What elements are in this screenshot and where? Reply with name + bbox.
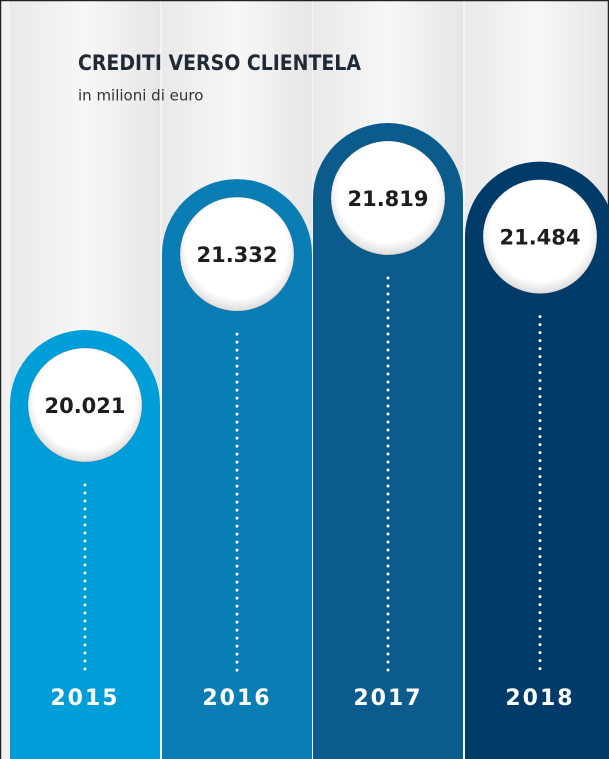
- value-circle: [482, 179, 598, 295]
- bar: [465, 161, 609, 759]
- value-circle: [179, 196, 295, 312]
- value-label: 20.021: [44, 394, 125, 418]
- bar: [313, 123, 463, 759]
- value-label: 21.484: [499, 226, 580, 250]
- value-label: 21.819: [347, 187, 428, 211]
- chart-title: CREDITI VERSO CLIENTELA: [78, 51, 361, 75]
- x-tick-label: 2015: [50, 686, 119, 711]
- x-tick-label: 2018: [505, 686, 574, 711]
- value-label: 21.332: [196, 243, 277, 267]
- x-tick-label: 2016: [202, 686, 271, 711]
- chart-subtitle: in milioni di euro: [78, 87, 203, 105]
- value-circle: [330, 140, 446, 256]
- x-tick-label: 2017: [353, 686, 422, 711]
- value-circle: [27, 347, 143, 463]
